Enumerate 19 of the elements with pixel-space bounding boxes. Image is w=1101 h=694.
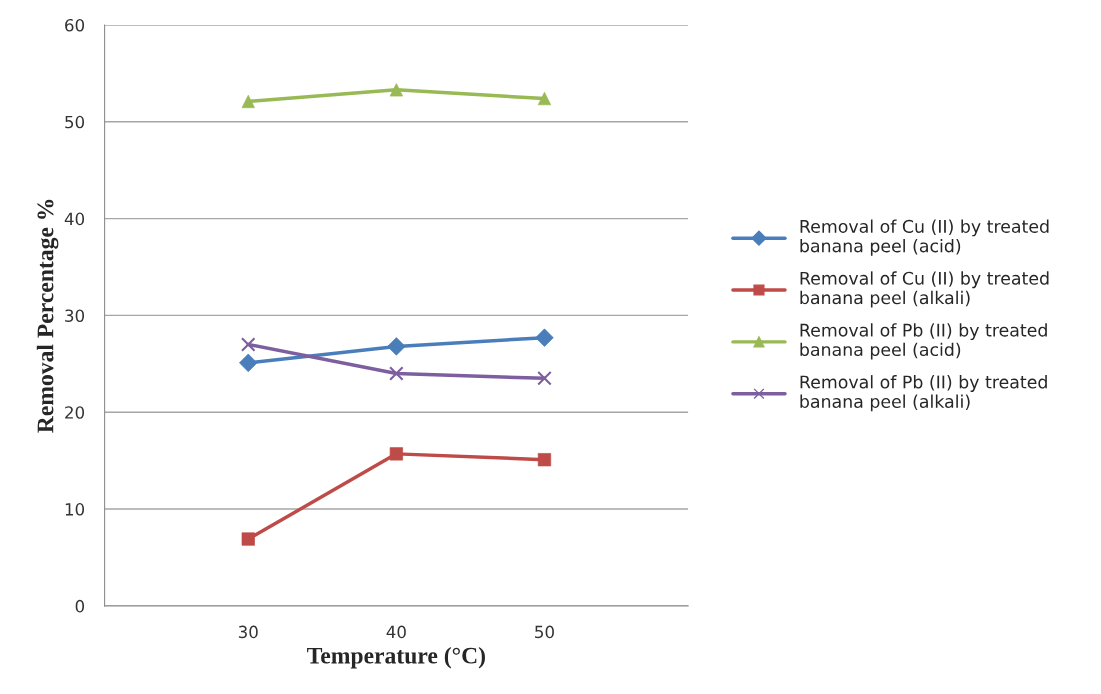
- y-tick-label: 60: [65, 18, 85, 32]
- legend-label: Removal of Pb (II) by treated banana peel (acid): [800, 323, 1047, 360]
- y-tick-label: 30: [65, 309, 85, 322]
- legend-label: Removal of Cu (II) by treated banana peel (acid): [800, 219, 1049, 256]
- y-tick-label: 50: [65, 115, 85, 129]
- point: [389, 366, 404, 381]
- y-axis-title: Removal Percentage %: [36, 199, 59, 433]
- y-tick-label: 40: [64, 212, 85, 226]
- x-axis-title: Temperature (°C): [307, 646, 485, 669]
- x-tick-label: 30: [238, 625, 258, 639]
- x-tick-label: 40: [386, 625, 406, 639]
- legend-label: Removal of Pb (II) by treated banana peel (alkali): [800, 375, 1047, 412]
- point: [240, 337, 256, 352]
- y-tick-label: 10: [65, 503, 85, 516]
- y-tick-label: 0: [75, 599, 85, 613]
- y-tick-label: 20: [65, 406, 85, 419]
- point: [537, 371, 552, 386]
- x-tick-label: 50: [535, 625, 554, 639]
- legend-label: Removal of Cu (II) by treated banana peel (alkali): [800, 271, 1049, 308]
